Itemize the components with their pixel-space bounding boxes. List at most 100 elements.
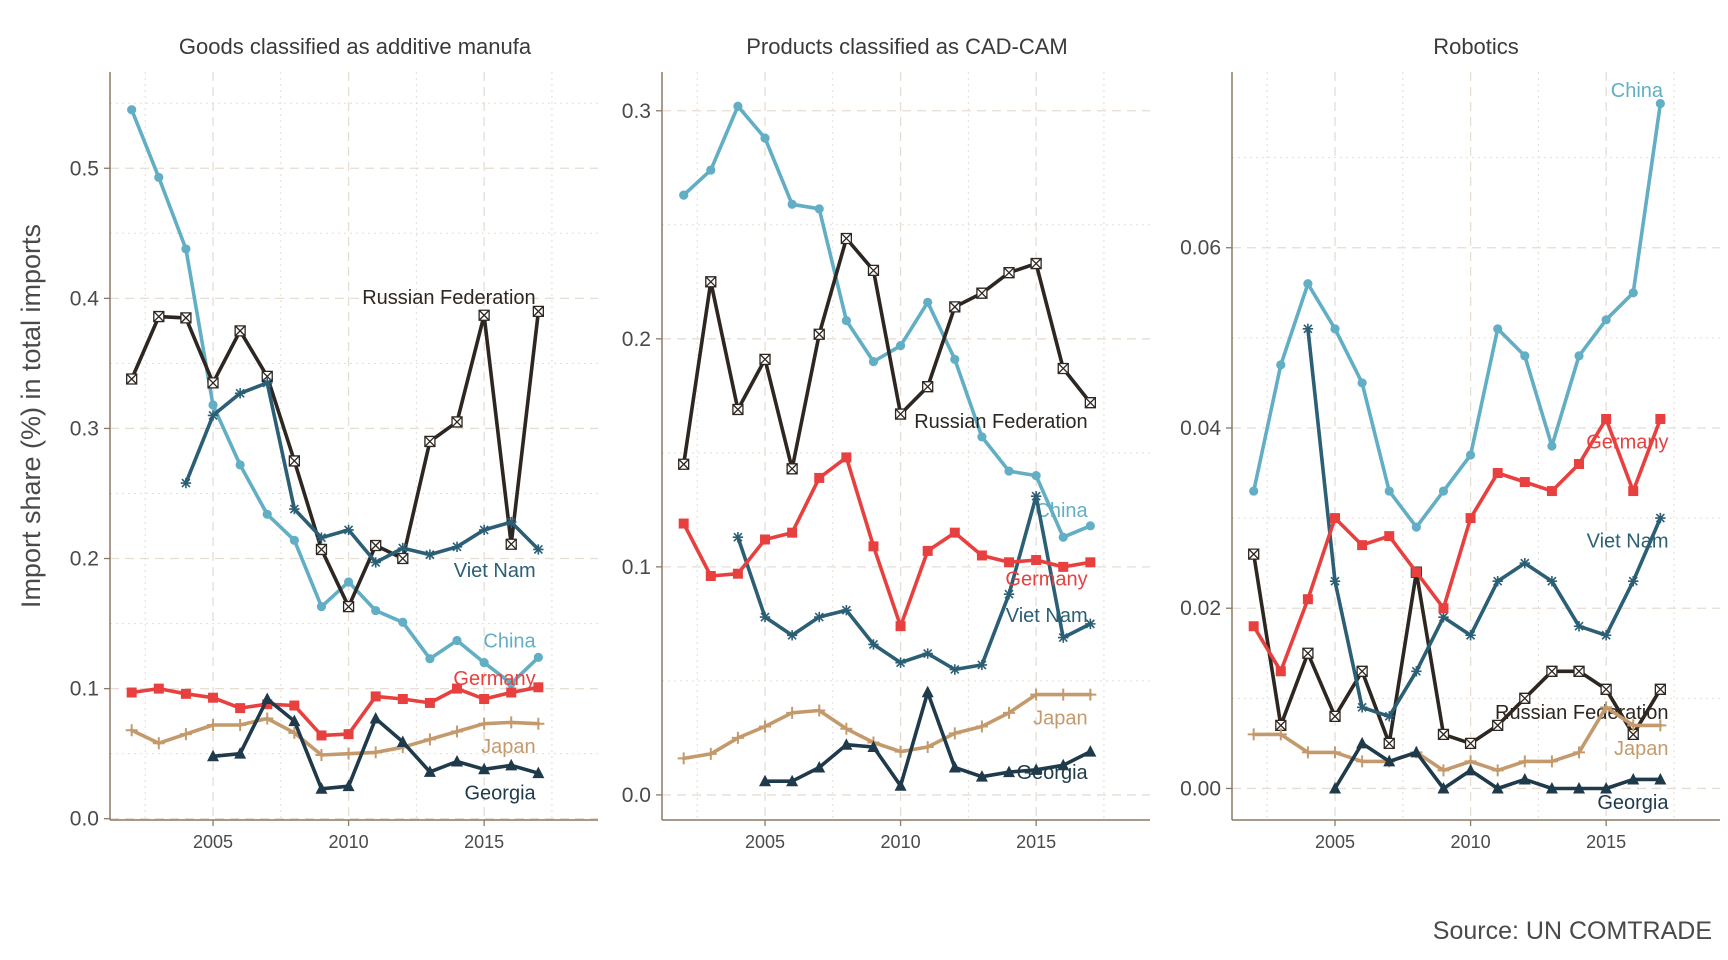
data-point [678, 518, 689, 529]
data-point [759, 774, 772, 787]
data-point [787, 199, 797, 209]
data-point [1519, 692, 1531, 704]
data-point [288, 714, 301, 727]
data-point [398, 617, 408, 627]
data-point [1057, 688, 1070, 701]
data-point [153, 683, 164, 694]
data-point [1302, 323, 1314, 335]
series-germany: Germany [126, 668, 544, 741]
source-note: Source: UN COMTRADE [1433, 917, 1712, 945]
x-tick-label: 2015 [464, 832, 504, 852]
data-point [369, 712, 382, 724]
data-point [451, 416, 463, 428]
data-point [127, 105, 137, 115]
x-tick-label: 2005 [1315, 832, 1355, 852]
data-point [342, 601, 355, 613]
data-point [342, 779, 355, 792]
series-label: Japan [481, 736, 536, 758]
data-point [1357, 378, 1367, 388]
series-georgia: Georgia [207, 692, 545, 805]
data-point [316, 532, 327, 543]
data-point [1573, 781, 1586, 794]
data-point [343, 577, 354, 587]
series-label: Georgia [1016, 762, 1088, 784]
data-point [1574, 459, 1585, 470]
series-viet-nam: Viet Nam [1302, 323, 1668, 722]
data-point [1628, 575, 1639, 587]
data-point [234, 388, 246, 399]
data-point [1384, 531, 1395, 542]
data-point [397, 542, 408, 554]
data-point [125, 724, 138, 737]
series-label: Germany [1586, 431, 1668, 453]
data-point [208, 692, 219, 703]
data-point [949, 301, 961, 313]
data-point [452, 683, 463, 694]
data-point [1520, 351, 1530, 361]
data-point [288, 455, 301, 467]
data-point [179, 728, 192, 741]
data-point [1248, 548, 1260, 560]
data-point [976, 287, 988, 299]
data-point [207, 719, 220, 732]
data-point [181, 244, 191, 254]
data-point [1384, 711, 1395, 722]
data-point [505, 538, 517, 550]
chart-panel-1: Goods classified as additive manufa 2005 2… [70, 34, 598, 852]
y-tick-label: 0.1 [70, 678, 99, 701]
data-point [787, 527, 798, 538]
data-point [1464, 763, 1477, 776]
series-label: China [1611, 80, 1664, 102]
data-point [289, 535, 299, 545]
data-point [677, 752, 690, 765]
data-point [1383, 754, 1396, 767]
series-label: Russian Federation [362, 287, 535, 309]
data-point [786, 774, 799, 787]
data-point [1085, 618, 1096, 630]
data-point [1655, 98, 1665, 109]
data-point [813, 704, 826, 717]
series-label: Russian Federation [914, 411, 1087, 433]
data-point [370, 691, 381, 702]
data-point [424, 697, 435, 708]
data-point [1438, 486, 1449, 496]
data-point [732, 568, 743, 579]
data-point [1357, 540, 1368, 551]
data-point [533, 682, 544, 693]
series-label: China [483, 630, 536, 652]
data-point [1492, 719, 1504, 732]
data-point [1437, 781, 1450, 794]
data-point [1627, 728, 1639, 741]
data-point [895, 341, 906, 351]
data-point [1356, 665, 1368, 677]
data-point [1356, 702, 1368, 713]
data-point [451, 541, 463, 553]
data-point [452, 635, 462, 646]
data-point [1628, 288, 1638, 298]
data-point [814, 204, 824, 214]
data-point [1031, 471, 1041, 481]
x-tick-label: 2005 [745, 832, 785, 852]
data-point [506, 678, 516, 689]
data-point [813, 761, 826, 773]
data-point [1437, 764, 1450, 777]
data-point [208, 400, 218, 410]
data-point [1085, 521, 1095, 531]
data-point [1356, 755, 1369, 768]
data-point [977, 432, 987, 442]
data-point [1003, 267, 1015, 279]
chart-panel-2: Products classified as CAD-CAM 2005 2010 20… [622, 34, 1150, 852]
data-point [786, 630, 798, 641]
data-point [425, 654, 435, 664]
data-point [760, 133, 770, 143]
data-point [1600, 630, 1612, 641]
data-point [1356, 736, 1369, 749]
y-tick-label: 0.0 [622, 784, 651, 807]
data-point [1601, 413, 1612, 424]
data-point [1030, 490, 1042, 502]
data-point [1329, 781, 1342, 794]
data-point [1003, 589, 1015, 600]
x-tick-label: 2015 [1016, 832, 1056, 852]
series-line [129, 716, 541, 757]
